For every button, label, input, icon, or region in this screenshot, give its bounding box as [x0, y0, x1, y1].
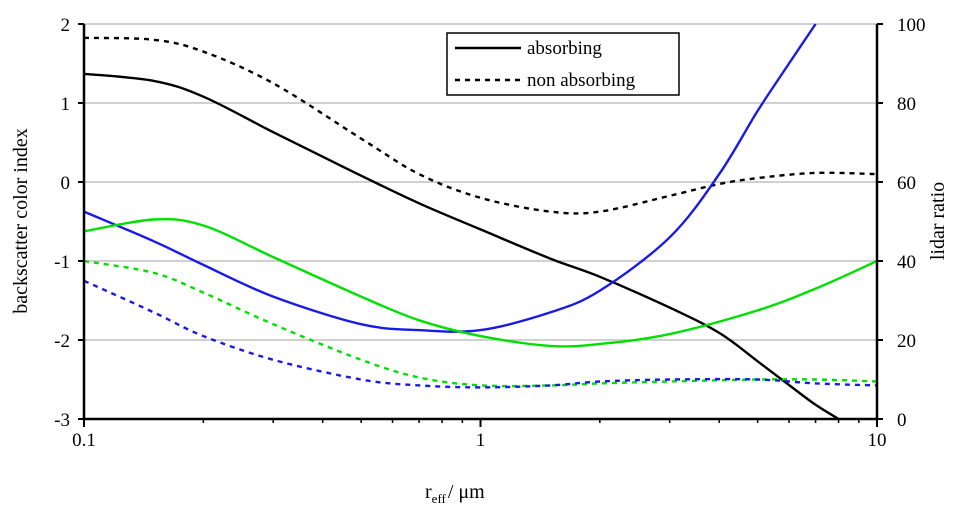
series-line-green-solid — [83, 217, 878, 348]
series-line-black-solid — [83, 72, 840, 421]
y-left-axis-title: backscatter color index — [10, 128, 32, 313]
y-right-tick-label: 60 — [897, 173, 916, 194]
x-axis-title-main: r — [425, 481, 432, 503]
x-tick-label: 0.1 — [72, 430, 96, 451]
y-left-tick-label: -1 — [54, 252, 70, 273]
x-tick-label: 10 — [868, 430, 887, 451]
legend: absorbing non absorbing — [446, 32, 680, 96]
series-line-blue-solid — [83, 23, 817, 333]
series-line-green-dashed — [83, 259, 878, 388]
y-left-tick-label: 0 — [61, 173, 71, 194]
x-axis-title-unit: / μm — [448, 481, 485, 503]
legend-box — [446, 32, 680, 96]
y-right-tick-label: 100 — [897, 15, 926, 36]
plot-series — [83, 23, 878, 421]
y-right-tick-label: 80 — [897, 94, 916, 115]
legend-label-non-absorbing: non absorbing — [527, 70, 636, 91]
series-line-blue-dashed — [83, 279, 878, 389]
y-left-tick-label: 2 — [61, 15, 71, 36]
y-right-tick-label: 20 — [897, 331, 916, 352]
y-right-tick-label: 40 — [897, 252, 916, 273]
x-axis-title-subscript: eff — [432, 491, 447, 506]
y-left-tick-label: -3 — [54, 410, 70, 431]
y-right-tick-label: 0 — [897, 410, 907, 431]
y-left-tick-label: -2 — [54, 331, 70, 352]
legend-label-absorbing: absorbing — [527, 38, 602, 59]
y-right-axis-title: lidar ratio — [927, 182, 949, 260]
x-axis-title: reff / μm — [425, 481, 485, 506]
y-left-tick-label: 1 — [61, 94, 71, 115]
x-tick-label: 1 — [476, 430, 486, 451]
